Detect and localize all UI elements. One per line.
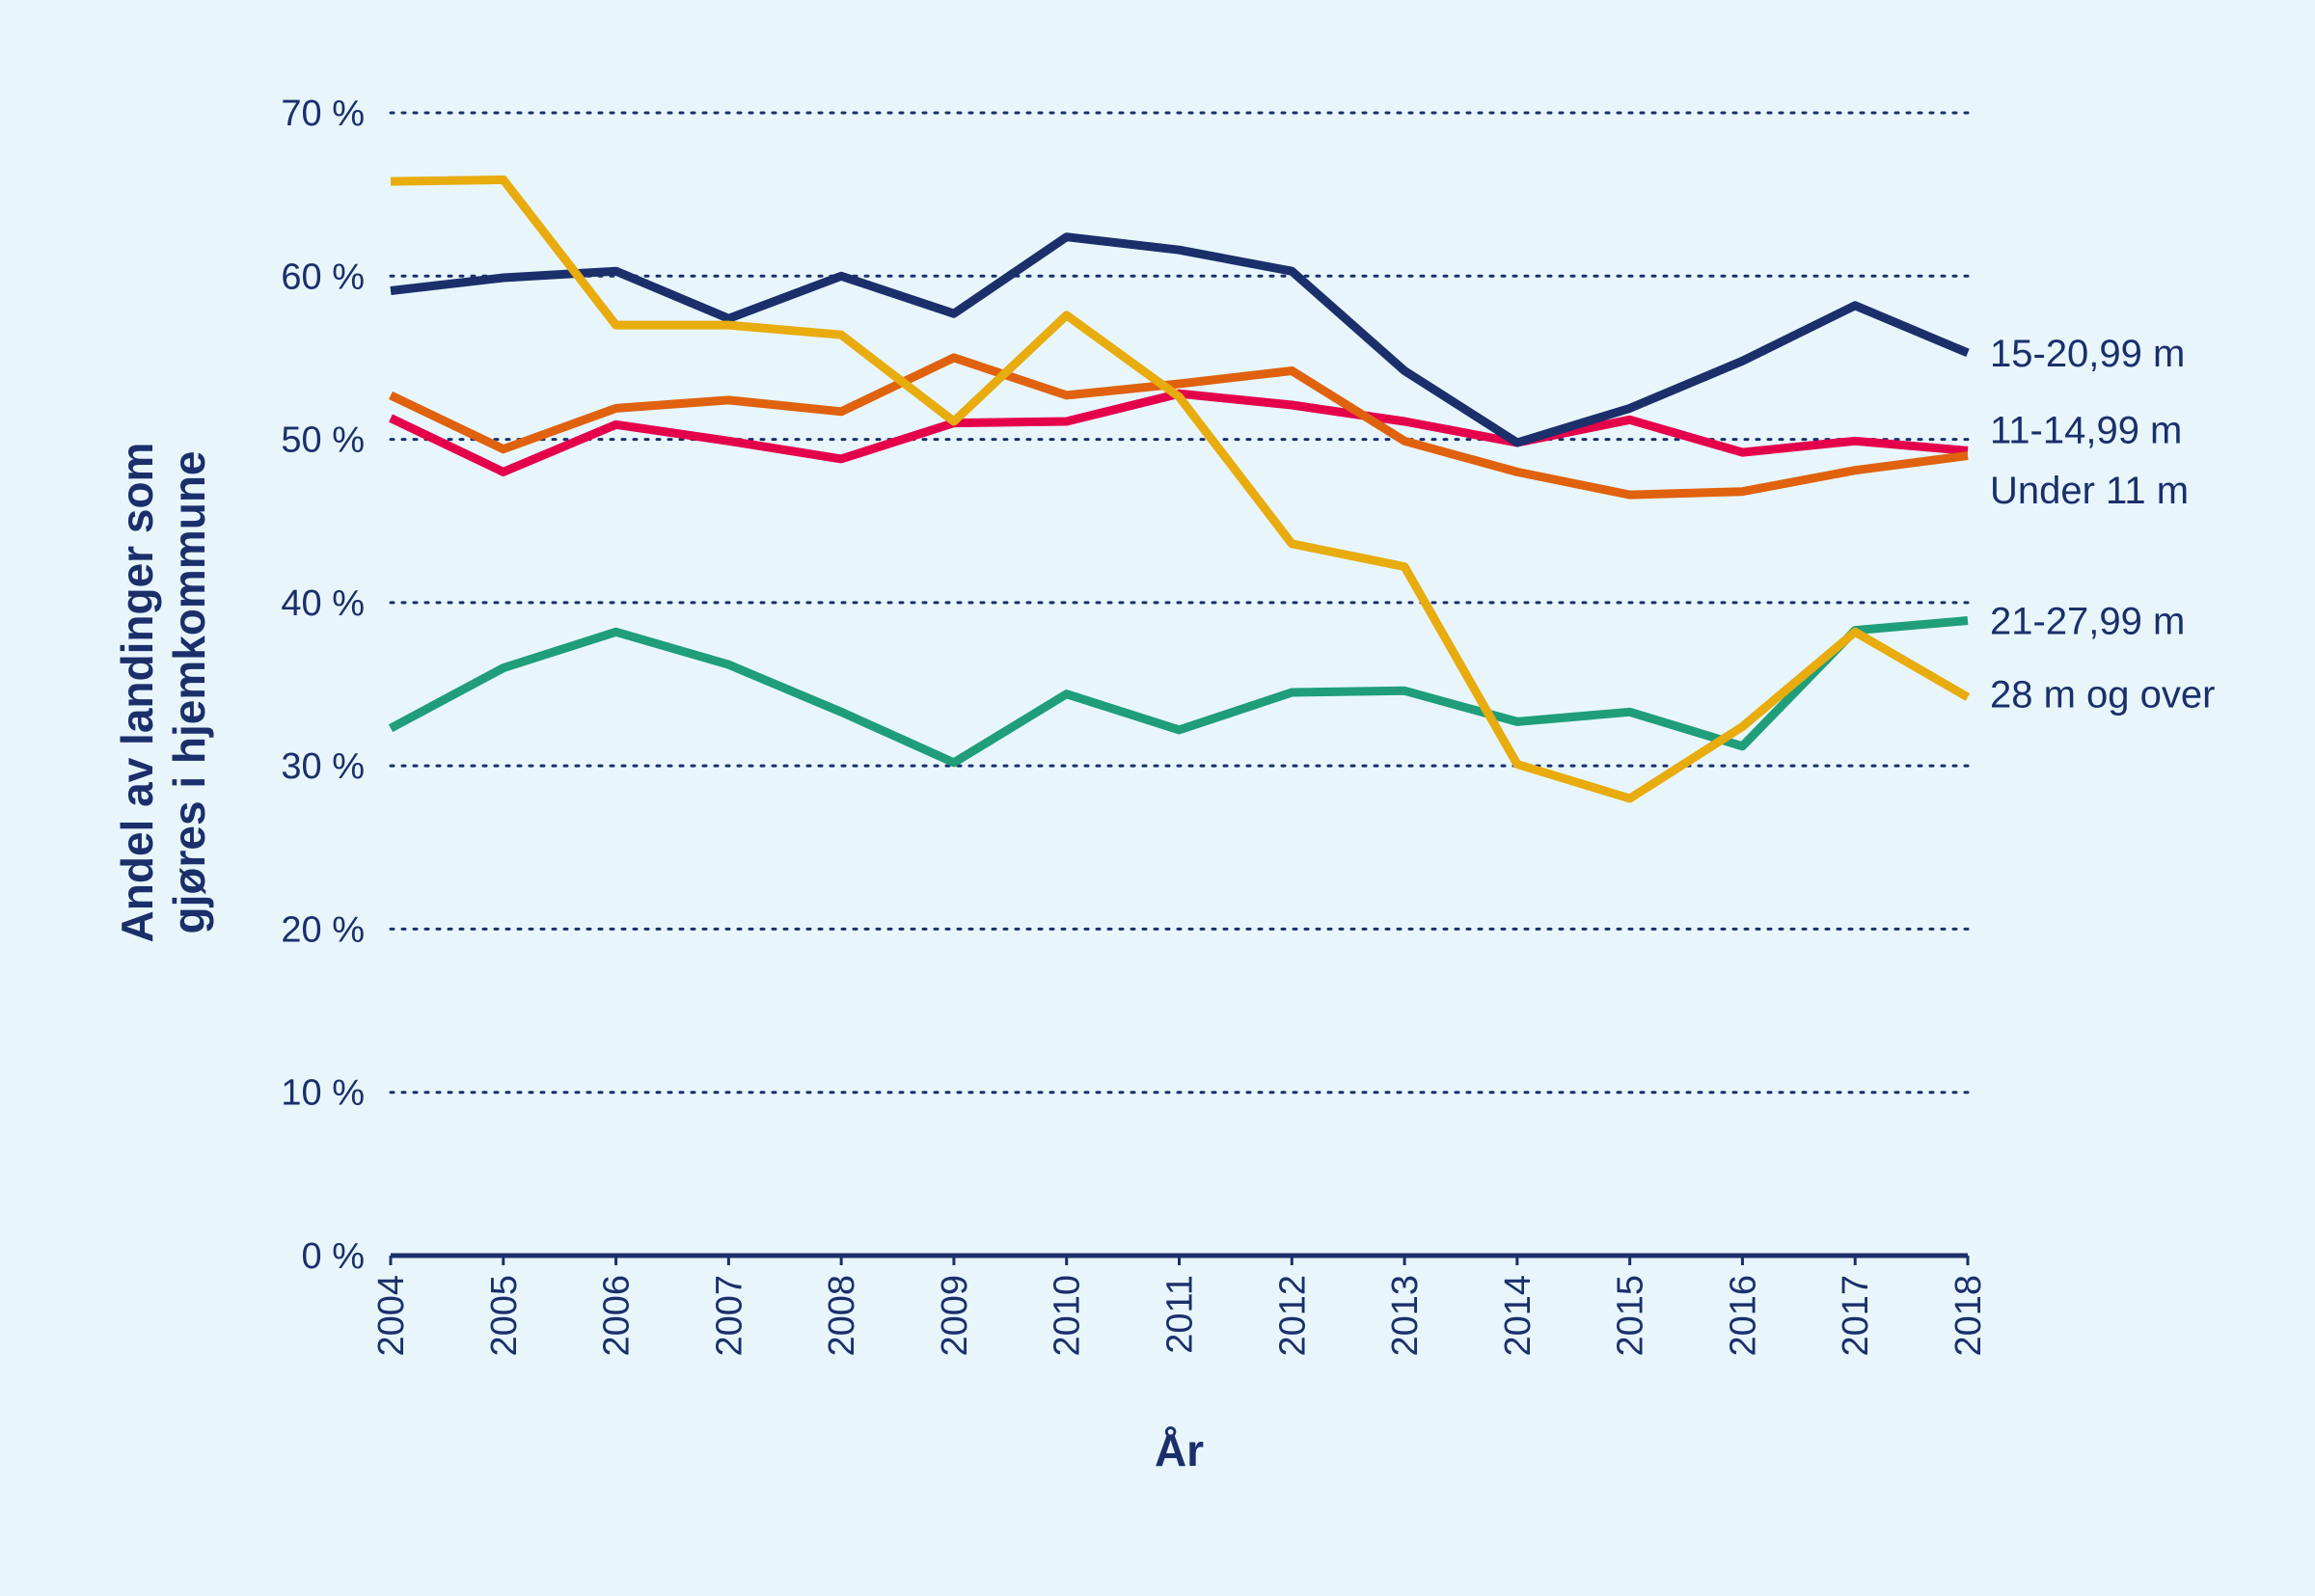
- y-tick-label: 0 %: [302, 1236, 365, 1277]
- series-end-labels: 15-20,99 m 11-14,99 m Under 11 m 21-27,99 m…: [1990, 333, 2215, 717]
- x-tick-label: 2018: [1948, 1275, 1989, 1357]
- y-tick-label: 50 %: [281, 420, 365, 461]
- series-label-s2127: 21-27,99 m: [1990, 600, 2185, 642]
- x-tick-label: 2013: [1385, 1275, 1426, 1357]
- x-tick-label: 2007: [709, 1275, 749, 1357]
- x-tick-label: 2009: [935, 1275, 975, 1357]
- series-line-s1520: [390, 232, 1970, 447]
- series-line-su11: [389, 353, 1969, 500]
- y-axis-ticks: 0 % 10 % 20 % 30 % 40 % 50 % 60 % 70 %: [281, 94, 365, 1277]
- x-tick-label: 2010: [1048, 1275, 1088, 1357]
- x-tick-label: 2016: [1723, 1275, 1763, 1357]
- y-tick-label: 40 %: [281, 583, 365, 624]
- y-axis-title-line-2: gjøres i hjemkommune: [164, 450, 214, 933]
- y-tick-label: 60 %: [281, 257, 365, 297]
- series-line-s28: [390, 175, 1971, 803]
- series-label-s1520: 15-20,99 m: [1990, 333, 2185, 375]
- x-axis-title: År: [1155, 1425, 1204, 1475]
- gridlines: [389, 111, 1970, 1095]
- series-lines: [388, 175, 1971, 803]
- series-line-s2127: [388, 616, 1969, 768]
- x-tick-label: 2015: [1611, 1275, 1651, 1357]
- y-tick-label: 70 %: [281, 94, 365, 134]
- x-tick-label: 2004: [371, 1275, 412, 1357]
- x-tick-label: 2008: [822, 1275, 862, 1357]
- x-tick-label: 2006: [597, 1275, 638, 1357]
- x-tick-label: 2012: [1272, 1275, 1313, 1357]
- y-tick-label: 20 %: [281, 909, 365, 950]
- y-axis-title-line-1: Andel av landinger som: [112, 443, 162, 943]
- x-tick-label: 2005: [484, 1275, 525, 1357]
- series-label-su11: Under 11 m: [1990, 470, 2189, 512]
- y-tick-label: 10 %: [281, 1073, 365, 1114]
- series-label-s1114: 11-14,99 m: [1990, 409, 2182, 451]
- x-tick-label: 2017: [1836, 1275, 1876, 1357]
- x-tick-label: 2014: [1498, 1275, 1539, 1357]
- x-tick-label: 2011: [1160, 1275, 1201, 1354]
- x-axis-ticks: 2004 2005 2006 2007 2008 2009 2010 2011 2012 2013…: [371, 1256, 1989, 1357]
- y-tick-label: 30 %: [281, 746, 365, 787]
- series-label-s28: 28 m og over: [1990, 674, 2215, 717]
